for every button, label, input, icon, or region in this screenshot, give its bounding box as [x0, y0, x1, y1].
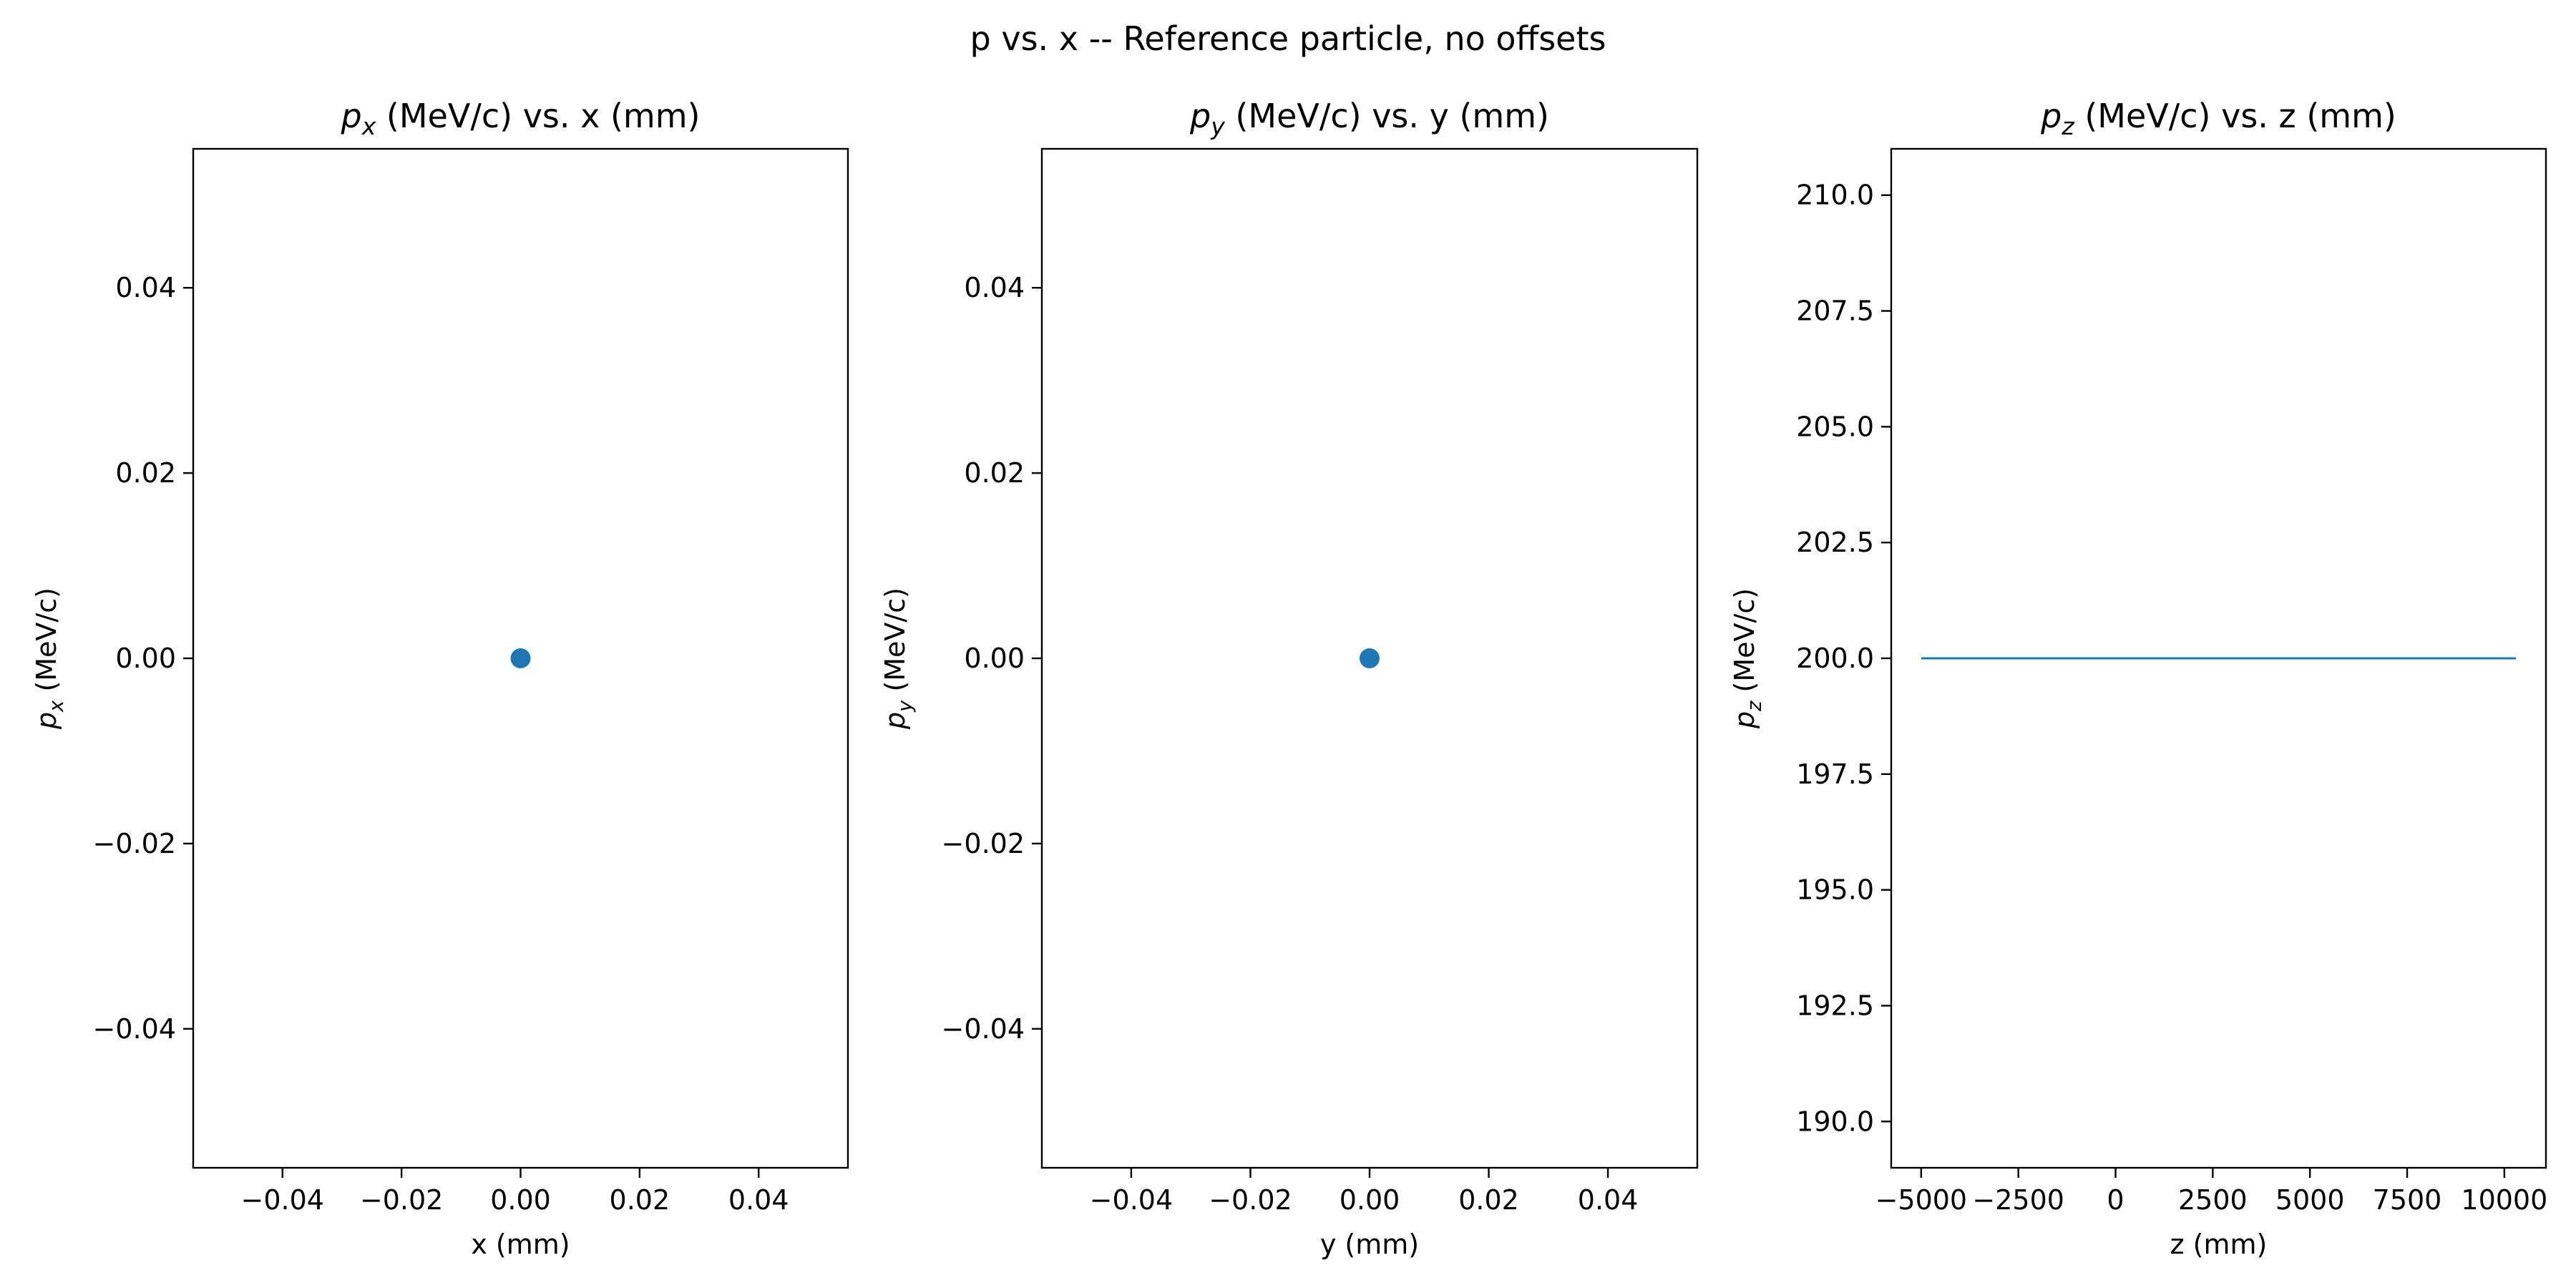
- x-tick-label: −2500: [1972, 1184, 2064, 1216]
- x-tick-label: −0.04: [241, 1184, 324, 1216]
- y-tick-label: −0.02: [93, 828, 176, 859]
- x-tick-label: 10000: [2461, 1184, 2547, 1216]
- x-axis-label: x (mm): [471, 1229, 570, 1260]
- y-axis-label: px (MeV/c): [31, 587, 68, 730]
- y-tick-label: 205.0: [1796, 411, 1874, 442]
- x-tick-label: 0: [2107, 1184, 2124, 1216]
- x-tick-label: −0.02: [1209, 1184, 1292, 1216]
- y-tick-label: 0.02: [964, 457, 1025, 489]
- x-tick-label: 0.04: [728, 1184, 789, 1216]
- figure-suptitle: p vs. x -- Reference particle, no offset…: [970, 19, 1606, 58]
- x-tick-label: 0.02: [1458, 1184, 1519, 1216]
- y-tick-label: 0.00: [115, 643, 176, 674]
- y-tick-label: 202.5: [1796, 527, 1874, 558]
- x-tick-label: 0.04: [1578, 1184, 1639, 1216]
- data-point: [1360, 648, 1380, 668]
- y-axis-label: pz (MeV/c): [1729, 588, 1766, 729]
- y-tick-label: 190.0: [1796, 1106, 1874, 1137]
- y-tick-label: 0.00: [964, 643, 1025, 674]
- x-axis-label: z (mm): [2170, 1229, 2268, 1260]
- subplot-2: −0.04 −0.02 0.00 0.02 0.04 −0.04 −0.02 0.00 0.02…: [879, 97, 1699, 1260]
- y-tick-label: 192.5: [1796, 990, 1874, 1021]
- y-tick-label: −0.02: [942, 828, 1025, 859]
- y-tick-label: −0.04: [942, 1013, 1025, 1045]
- subplot-title: px (MeV/c) vs. x (mm): [341, 97, 701, 140]
- y-tick-label: 210.0: [1796, 180, 1874, 211]
- x-tick-label: 7500: [2373, 1184, 2442, 1216]
- x-tick-label: 0.02: [610, 1184, 670, 1216]
- subplot-3: −5000 −2500 0 2500 5000 7500 10000 190.0 192.5 19…: [1729, 97, 2547, 1260]
- y-tick-label: 0.04: [115, 272, 176, 303]
- y-tick-label: 195.0: [1796, 874, 1874, 906]
- y-axis-label: py (MeV/c): [879, 587, 917, 730]
- x-tick-label: 2500: [2178, 1184, 2248, 1216]
- x-axis-label: y (mm): [1320, 1229, 1419, 1260]
- y-tick-label: 200.0: [1796, 643, 1874, 674]
- subplot-1: −0.04 −0.02 0.00 0.02 0.04 −0.04 −0.02 0.00 0.02…: [31, 97, 849, 1260]
- y-tick-label: 0.04: [964, 272, 1025, 303]
- subplot-group: −0.04 −0.02 0.00 0.02 0.04 −0.04 −0.02 0.00 0.02…: [31, 97, 2547, 1260]
- x-tick-label: 0.00: [490, 1184, 551, 1216]
- data-point: [510, 648, 531, 668]
- subplot-title: py (MeV/c) vs. y (mm): [1189, 97, 1549, 140]
- y-tick-label: 0.02: [115, 457, 176, 489]
- y-tick-label: 197.5: [1796, 758, 1874, 790]
- x-tick-label: −5000: [1875, 1184, 1968, 1216]
- x-tick-label: −0.04: [1090, 1184, 1173, 1216]
- x-tick-label: −0.02: [360, 1184, 443, 1216]
- y-tick-label: 207.5: [1796, 296, 1874, 327]
- x-tick-label: 0.00: [1340, 1184, 1400, 1216]
- subplot-title: pz (MeV/c) vs. z (mm): [2040, 97, 2396, 140]
- x-tick-label: 5000: [2275, 1184, 2345, 1216]
- y-tick-label: −0.04: [93, 1013, 176, 1045]
